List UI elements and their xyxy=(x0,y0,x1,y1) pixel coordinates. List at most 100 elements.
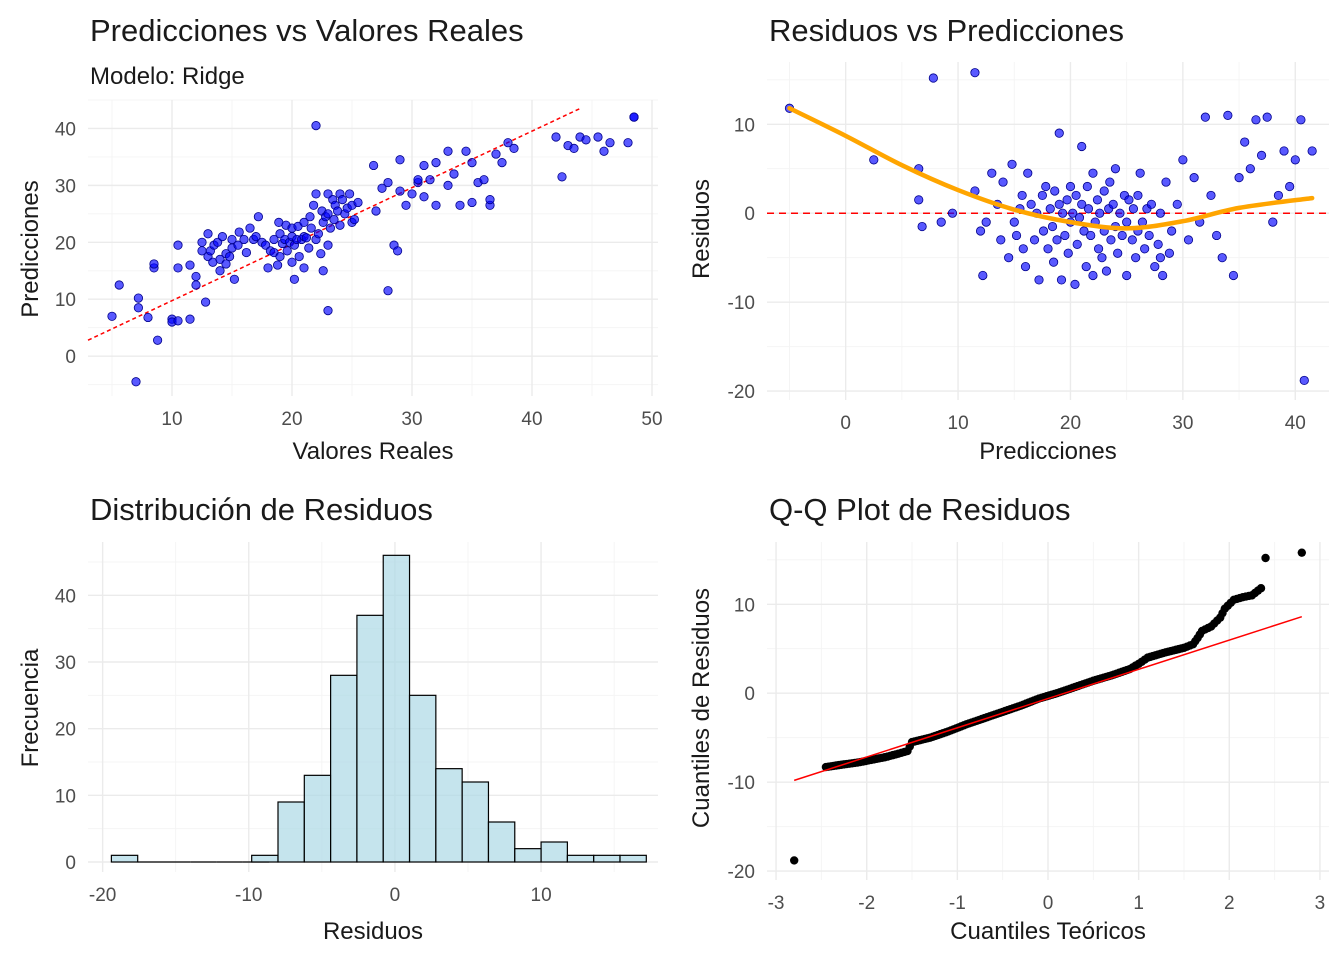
data-point xyxy=(392,246,403,256)
data-point xyxy=(497,158,507,168)
x-tick-label: 30 xyxy=(401,409,422,430)
data-point xyxy=(143,312,153,323)
data-point xyxy=(1088,168,1098,178)
data-point xyxy=(217,232,227,242)
data-point xyxy=(229,274,239,284)
data-point xyxy=(1029,235,1040,245)
data-point xyxy=(272,260,283,270)
data-point xyxy=(431,158,441,168)
histogram-bar xyxy=(303,774,332,863)
x-tick-label: 0 xyxy=(390,885,401,906)
data-point xyxy=(1054,199,1064,209)
x-tick-label: 50 xyxy=(641,409,662,430)
data-point xyxy=(353,197,363,208)
y-tick-label: 40 xyxy=(55,586,76,607)
data-point xyxy=(263,263,273,273)
data-point xyxy=(443,146,453,156)
data-point xyxy=(1155,208,1166,218)
y-tick-label: 0 xyxy=(744,204,755,225)
data-point xyxy=(301,233,311,243)
data-point xyxy=(789,856,799,865)
data-point xyxy=(1058,208,1068,218)
data-point xyxy=(467,197,477,208)
data-point xyxy=(197,237,207,247)
data-point xyxy=(1164,248,1174,258)
data-point xyxy=(1256,584,1266,593)
data-point xyxy=(1290,155,1300,165)
data-point xyxy=(344,189,355,199)
data-point xyxy=(491,149,501,159)
data-point xyxy=(371,206,381,216)
x-tick-label: 0 xyxy=(840,413,851,434)
data-point xyxy=(914,195,924,205)
y-tick-label: 10 xyxy=(55,290,76,311)
x-tick-label: 3 xyxy=(1315,893,1326,914)
data-point xyxy=(173,316,183,326)
data-point xyxy=(978,270,988,281)
data-point xyxy=(1124,195,1134,205)
data-point xyxy=(1082,181,1092,192)
data-point xyxy=(185,314,195,324)
data-point xyxy=(1099,186,1109,196)
y-axis-title: Predicciones xyxy=(17,180,44,317)
chart-subtitle: Modelo: Ridge xyxy=(90,63,245,90)
data-point xyxy=(431,200,441,210)
data-point xyxy=(225,251,235,262)
data-point xyxy=(1122,217,1132,227)
x-tick-label: -10 xyxy=(235,885,262,906)
y-tick-label: 0 xyxy=(65,347,76,368)
x-tick-label: -1 xyxy=(949,893,966,914)
data-point xyxy=(1268,217,1278,227)
data-point xyxy=(251,232,261,242)
data-point xyxy=(1017,190,1027,201)
chart-title: Predicciones vs Valores Reales xyxy=(90,13,524,48)
y-tick-label: 0 xyxy=(744,684,755,705)
data-point xyxy=(234,227,244,237)
data-point xyxy=(1150,261,1160,272)
data-point xyxy=(503,138,513,148)
data-point xyxy=(1070,279,1080,289)
histogram-bar xyxy=(487,821,516,863)
x-tick-label: 2 xyxy=(1224,893,1235,914)
data-point xyxy=(425,175,435,185)
histogram-bar xyxy=(461,781,490,863)
histogram-bar xyxy=(435,768,463,863)
data-point xyxy=(383,286,393,296)
data-point xyxy=(239,234,249,245)
data-point xyxy=(287,257,297,267)
data-point xyxy=(323,209,333,219)
data-point xyxy=(1065,181,1076,192)
data-point xyxy=(869,155,879,165)
data-point xyxy=(1011,230,1022,241)
data-point xyxy=(1183,235,1194,245)
data-point xyxy=(1261,553,1270,563)
data-point xyxy=(981,217,991,227)
data-point xyxy=(407,189,417,199)
data-point xyxy=(1262,112,1272,122)
data-point xyxy=(201,297,211,307)
data-point xyxy=(395,155,405,165)
data-point xyxy=(1167,226,1177,236)
data-point xyxy=(325,223,335,233)
data-point xyxy=(1004,253,1014,263)
histogram-bar xyxy=(330,674,358,863)
loess-curve xyxy=(787,106,1315,231)
data-point xyxy=(443,180,453,190)
y-tick-label: 20 xyxy=(55,720,76,741)
y-tick-label: 30 xyxy=(55,176,76,197)
data-point xyxy=(1083,204,1094,214)
data-point xyxy=(133,303,143,313)
data-point xyxy=(1093,244,1104,254)
data-point xyxy=(1077,199,1087,209)
data-point xyxy=(311,189,321,199)
data-point xyxy=(1038,226,1049,236)
data-point xyxy=(1307,146,1317,156)
chart-title: Residuos vs Predicciones xyxy=(769,13,1124,48)
data-point xyxy=(1047,221,1058,232)
data-point xyxy=(1077,141,1087,152)
data-point xyxy=(1127,235,1137,245)
y-tick-labels: -20 -10 0 10 xyxy=(728,115,755,403)
data-point xyxy=(173,263,183,273)
histogram-bar xyxy=(251,854,279,863)
data-point xyxy=(203,229,213,239)
